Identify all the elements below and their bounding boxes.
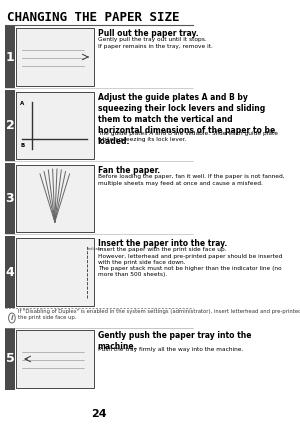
Text: Fan the paper.: Fan the paper. — [98, 166, 160, 175]
Bar — [19, 340, 87, 380]
Bar — [5, 328, 14, 390]
Bar — [5, 26, 14, 88]
Text: CHANGING THE PAPER SIZE: CHANGING THE PAPER SIZE — [7, 11, 179, 24]
Bar — [5, 236, 14, 308]
Text: 2: 2 — [5, 119, 14, 132]
Bar — [16, 92, 94, 159]
Text: Gently push the paper tray into the
machine.: Gently push the paper tray into the mach… — [98, 331, 251, 351]
Bar — [19, 97, 91, 154]
Text: The guide plates A and B are slidable. Slide each guide plate
while squeezing it: The guide plates A and B are slidable. S… — [98, 131, 278, 142]
Text: 4: 4 — [5, 266, 14, 278]
Bar — [19, 38, 87, 78]
Text: Adjust the guide plates A and B by
squeezing their lock levers and sliding
them : Adjust the guide plates A and B by squee… — [98, 93, 275, 146]
Text: Gently pull the tray out until it stops.
If paper remains in the tray, remove it: Gently pull the tray out until it stops.… — [98, 37, 213, 48]
Bar — [16, 238, 94, 306]
Text: Pull out the paper tray.: Pull out the paper tray. — [98, 29, 198, 38]
Text: A: A — [20, 101, 25, 106]
Text: indicator: indicator — [88, 247, 104, 251]
Text: 1: 1 — [5, 51, 14, 63]
Bar — [21, 266, 86, 295]
Bar — [16, 165, 94, 232]
Bar — [19, 246, 89, 298]
Bar — [16, 28, 94, 86]
Text: Insert the paper into the tray.: Insert the paper into the tray. — [98, 239, 227, 248]
Bar — [16, 330, 94, 388]
Text: i: i — [11, 315, 13, 321]
Bar — [5, 90, 14, 161]
Bar — [5, 163, 14, 234]
Text: Before loading the paper, fan it well. If the paper is not fanned,
multiple shee: Before loading the paper, fan it well. I… — [98, 174, 284, 186]
Text: B: B — [20, 143, 25, 148]
Text: 5: 5 — [5, 352, 14, 366]
Text: 24: 24 — [91, 409, 107, 419]
Text: Push the tray firmly all the way into the machine.: Push the tray firmly all the way into th… — [98, 347, 243, 352]
Text: If "Disabling of Duplex" is enabled in the system settings (administrator), inse: If "Disabling of Duplex" is enabled in t… — [18, 309, 300, 320]
Text: Insert the paper with the print side face up.
However, letterhead and pre-printe: Insert the paper with the print side fac… — [98, 247, 282, 277]
Text: 3: 3 — [6, 192, 14, 205]
